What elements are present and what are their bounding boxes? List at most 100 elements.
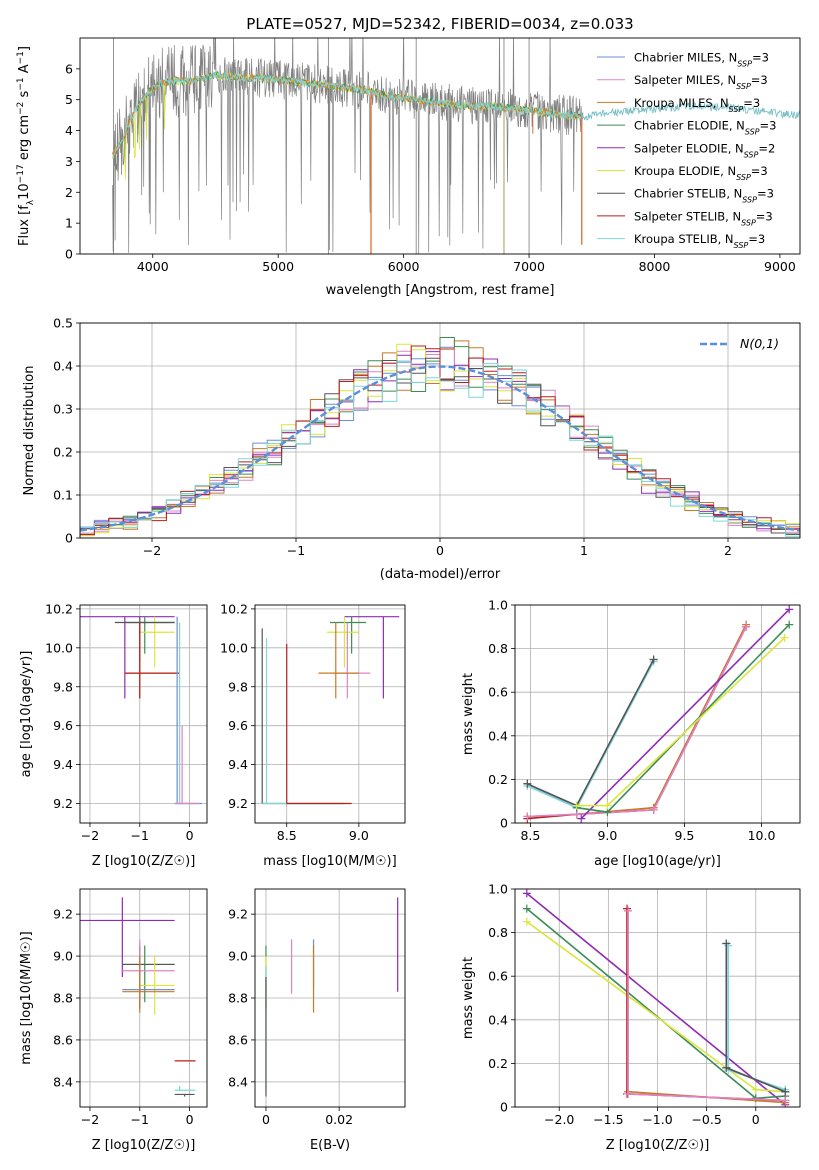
- y-tick-label: 0.2: [488, 772, 508, 787]
- y-label-part: −17: [16, 164, 26, 183]
- y-tick-label: 1.0: [488, 882, 508, 897]
- weight-line: [526, 907, 786, 1100]
- legend-value: =3: [751, 164, 768, 178]
- plot-area: [522, 889, 790, 1107]
- x-tick-label: 6000: [388, 259, 420, 274]
- weight-marker: [722, 939, 731, 948]
- x-tick-label: 0: [186, 1112, 194, 1127]
- y-tick-label: 0.3: [53, 402, 73, 417]
- y-tick-label: 9.2: [53, 796, 73, 811]
- x-tick-label: 2: [724, 543, 732, 558]
- weight-marker: [603, 801, 612, 810]
- y-axis-label: Flux [fλ10−17 erg cm−2 s−1 A−1]: [16, 46, 36, 246]
- y-tick-label: 9.2: [53, 907, 73, 922]
- axes-frame: [79, 604, 208, 824]
- legend-sub: SSP: [737, 59, 752, 68]
- y-tick-label: 8.8: [53, 991, 73, 1006]
- x-tick-label: 0: [262, 1112, 270, 1127]
- weight-marker: [742, 622, 751, 631]
- y-axis-label: mass weight: [461, 673, 476, 755]
- y-tick-label: 1.0: [488, 598, 508, 613]
- weight-marker: [623, 904, 632, 913]
- weight-marker: [522, 889, 531, 898]
- x-tick-label: −2.0: [544, 1112, 574, 1127]
- y-tick-label: 8.4: [53, 1074, 73, 1089]
- y-tick-label: 9.0: [228, 949, 248, 964]
- x-tick-label: 8.5: [520, 828, 540, 843]
- weight-line: [526, 661, 655, 809]
- y-tick-label: 8.8: [228, 991, 248, 1006]
- y-tick-label: 0: [500, 1100, 508, 1115]
- weight-line: [526, 659, 655, 809]
- x-tick-label: −1: [287, 543, 305, 558]
- axes-frame: [254, 604, 406, 824]
- weight-marker: [577, 814, 586, 823]
- y-tick-label: 10.2: [45, 601, 73, 616]
- legend-value: =3: [756, 209, 773, 223]
- y-tick-label: 3: [65, 154, 73, 169]
- y-tick-label: 9.2: [228, 796, 248, 811]
- y-tick-label: 0.2: [53, 445, 73, 460]
- x-axis-label: Z [log10(Z/Z☉)]: [92, 1138, 196, 1153]
- y-tick-label: 2: [65, 185, 73, 200]
- weight-marker: [649, 805, 658, 814]
- x-tick-label: 9.5: [675, 828, 695, 843]
- plot-area: [112, 38, 800, 254]
- axes-mass_vs_Z: −2 −1 0 8.4 8.6 8.8 9.0 9.2 Z [log10(Z/Z☉)] mass …: [19, 888, 208, 1153]
- legend-value: =3: [760, 119, 777, 133]
- legend-value: =3: [751, 73, 768, 87]
- x-tick-label: 8.5: [277, 828, 297, 843]
- x-tick-label: 9000: [764, 259, 796, 274]
- weight-line: [626, 908, 786, 1102]
- x-tick-label: 7000: [513, 259, 545, 274]
- legend-value: =3: [743, 96, 760, 110]
- legend-value: =3: [752, 51, 769, 65]
- axes-residuals: −2 −1 0 1 2 0 0.1 0.2 0.3 0.4 0.5 (data-model)/erro…: [22, 316, 801, 582]
- y-tick-label: 0.6: [488, 685, 508, 700]
- axes-mass_weight_vs_age: 8.5 9.0 9.5 10.0 0 0.2 0.4 0.6 0.8 1.0 age [log10(…: [461, 598, 801, 869]
- weight-marker: [780, 633, 789, 642]
- x-tick-label: −2: [81, 1112, 99, 1127]
- x-tick-label: −1: [131, 828, 149, 843]
- x-tick-label: 9.0: [597, 828, 617, 843]
- y-tick-label: 0: [65, 531, 73, 546]
- y-tick-label: 9.4: [228, 757, 248, 772]
- y-axis-label: age [log10(age/yr)]: [19, 651, 34, 778]
- plot-area: [265, 897, 399, 1097]
- y-tick-label: 9.8: [53, 679, 73, 694]
- y-tick-label: 0.8: [488, 641, 508, 656]
- legend-label: Chabrier STELIB, NSSP=3: [634, 187, 774, 205]
- weight-marker: [785, 620, 794, 629]
- y-tick-label: 5: [65, 92, 73, 107]
- weight-marker: [781, 1096, 790, 1105]
- observed-spectrum: [112, 38, 583, 254]
- weight-marker: [785, 605, 794, 614]
- y-label-part: λ: [26, 199, 36, 205]
- axes-mass_vs_EBV: 0 0.02 8.4 8.6 8.8 9.0 9.2 E(B-V): [228, 888, 406, 1153]
- y-tick-label: 8.6: [53, 1032, 73, 1047]
- legend-value: =3: [757, 187, 774, 201]
- y-axis-label: mass [log10(M/M☉)]: [19, 931, 34, 1064]
- y-tick-label: 10.0: [220, 640, 248, 655]
- x-tick-label: −0.5: [691, 1112, 721, 1127]
- y-label-part: s: [17, 90, 32, 101]
- x-axis-label: E(B-V): [310, 1138, 350, 1153]
- y-tick-label: 9.6: [53, 718, 73, 733]
- histogram-step: [80, 360, 800, 537]
- legend-label: Kroupa STELIB, NSSP=3: [634, 232, 765, 250]
- y-axis-label: mass weight: [461, 957, 476, 1039]
- y-tick-label: 0: [500, 816, 508, 831]
- y-label-part: 10: [17, 183, 32, 200]
- weight-marker: [522, 904, 531, 913]
- weight-marker: [624, 1089, 633, 1098]
- model-spectrum: [112, 71, 584, 158]
- weight-marker: [724, 941, 733, 950]
- axes-mass_weight_vs_Z: −2.0 −1.5 −1.0 −0.5 0 0 0.2 0.4 0.6 0.8 1.0 Z [log1…: [461, 882, 801, 1153]
- legend-sub: SSP: [742, 195, 757, 204]
- y-tick-label: 10.2: [220, 601, 248, 616]
- plot-area: [80, 616, 203, 805]
- x-tick-label: 0.02: [325, 1112, 353, 1127]
- legend-value: =3: [748, 232, 765, 246]
- weight-marker: [522, 917, 531, 926]
